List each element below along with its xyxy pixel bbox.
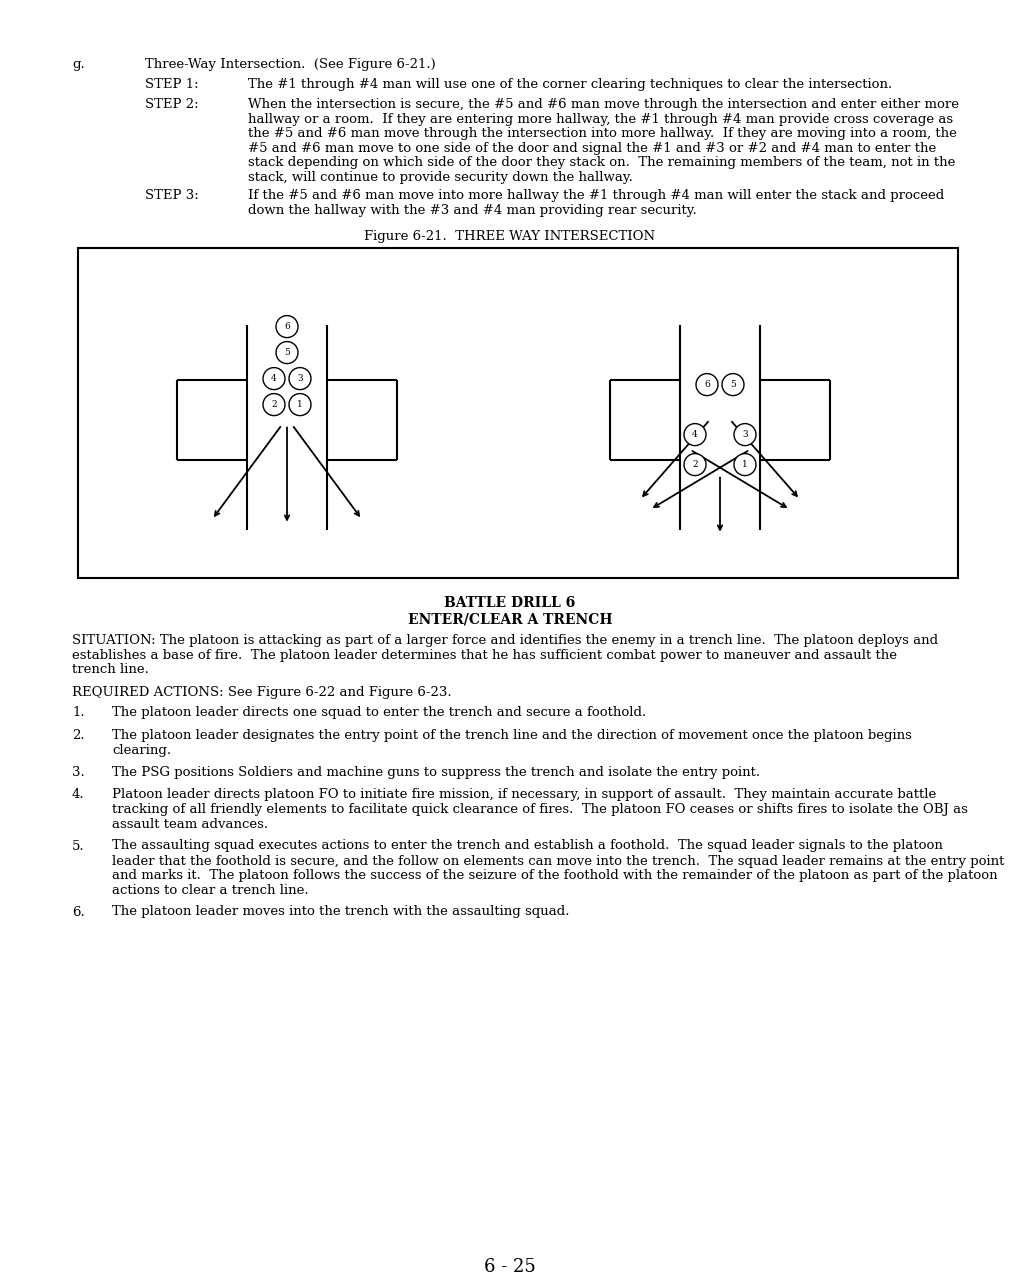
- Text: 2.: 2.: [72, 729, 85, 742]
- Text: 1: 1: [297, 401, 303, 410]
- Circle shape: [288, 367, 311, 389]
- Text: Three-Way Intersection.  (See Figure 6-21.): Three-Way Intersection. (See Figure 6-21…: [145, 58, 435, 71]
- Text: g.: g.: [72, 58, 85, 71]
- Circle shape: [276, 341, 298, 363]
- Text: Platoon leader directs platoon FO to initiate fire mission, if necessary, in sup: Platoon leader directs platoon FO to ini…: [112, 788, 967, 831]
- Text: 4.: 4.: [72, 788, 85, 801]
- Circle shape: [263, 367, 284, 389]
- Text: the #5 and #6 man move through the intersection into more hallway.  If they are : the #5 and #6 man move through the inter…: [248, 128, 956, 140]
- Text: BATTLE DRILL 6: BATTLE DRILL 6: [444, 596, 575, 611]
- Circle shape: [263, 394, 284, 416]
- Circle shape: [734, 424, 755, 446]
- Text: When the intersection is secure, the #5 and #6 man move through the intersection: When the intersection is secure, the #5 …: [248, 98, 958, 111]
- Text: Figure 6-21.  THREE WAY INTERSECTION: Figure 6-21. THREE WAY INTERSECTION: [364, 231, 655, 243]
- Text: 2: 2: [271, 401, 276, 410]
- Text: establishes a base of fire.  The platoon leader determines that he has sufficien: establishes a base of fire. The platoon …: [72, 648, 896, 662]
- Circle shape: [721, 374, 743, 395]
- Text: 5: 5: [283, 348, 289, 357]
- Bar: [77, 249, 957, 578]
- Text: The platoon leader designates the entry point of the trench line and the directi: The platoon leader designates the entry …: [112, 729, 911, 756]
- Text: 6 - 25: 6 - 25: [484, 1258, 535, 1276]
- Text: 3.: 3.: [72, 765, 85, 778]
- Text: trench line.: trench line.: [72, 663, 149, 676]
- Circle shape: [684, 424, 705, 446]
- Text: REQUIRED ACTIONS: See Figure 6-22 and Figure 6-23.: REQUIRED ACTIONS: See Figure 6-22 and Fi…: [72, 685, 451, 698]
- Text: down the hallway with the #3 and #4 man providing rear security.: down the hallway with the #3 and #4 man …: [248, 204, 696, 216]
- Text: #5 and #6 man move to one side of the door and signal the #1 and #3 or #2 and #4: #5 and #6 man move to one side of the do…: [248, 142, 935, 155]
- Text: The platoon leader directs one squad to enter the trench and secure a foothold.: The platoon leader directs one squad to …: [112, 706, 646, 719]
- Text: 2: 2: [692, 460, 697, 469]
- Circle shape: [734, 453, 755, 475]
- Text: 4: 4: [692, 430, 697, 439]
- Circle shape: [684, 453, 705, 475]
- Text: 6.: 6.: [72, 905, 85, 918]
- Text: 1.: 1.: [72, 706, 85, 719]
- Text: STEP 3:: STEP 3:: [145, 189, 199, 202]
- Text: ENTER/CLEAR A TRENCH: ENTER/CLEAR A TRENCH: [408, 612, 611, 626]
- Text: 6: 6: [284, 322, 289, 331]
- Text: stack depending on which side of the door they stack on.  The remaining members : stack depending on which side of the doo…: [248, 156, 955, 169]
- Text: The assaulting squad executes actions to enter the trench and establish a footho: The assaulting squad executes actions to…: [112, 840, 1004, 898]
- Text: The #1 through #4 man will use one of the corner clearing techniques to clear th: The #1 through #4 man will use one of th…: [248, 79, 892, 91]
- Text: 4: 4: [271, 374, 276, 383]
- Text: 5: 5: [730, 380, 736, 389]
- Text: 6: 6: [703, 380, 709, 389]
- Circle shape: [276, 316, 298, 337]
- Text: SITUATION: The platoon is attacking as part of a larger force and identifies the: SITUATION: The platoon is attacking as p…: [72, 634, 937, 647]
- Text: 3: 3: [297, 374, 303, 383]
- Text: 5.: 5.: [72, 840, 85, 853]
- Text: hallway or a room.  If they are entering more hallway, the #1 through #4 man pro: hallway or a room. If they are entering …: [248, 112, 952, 125]
- Text: The PSG positions Soldiers and machine guns to suppress the trench and isolate t: The PSG positions Soldiers and machine g…: [112, 765, 759, 778]
- Text: STEP 2:: STEP 2:: [145, 98, 199, 111]
- Text: If the #5 and #6 man move into more hallway the #1 through #4 man will enter the: If the #5 and #6 man move into more hall…: [248, 189, 944, 202]
- Circle shape: [288, 394, 311, 416]
- Text: The platoon leader moves into the trench with the assaulting squad.: The platoon leader moves into the trench…: [112, 905, 569, 918]
- Text: 1: 1: [742, 460, 747, 469]
- Circle shape: [695, 374, 717, 395]
- Text: STEP 1:: STEP 1:: [145, 79, 199, 91]
- Text: stack, will continue to provide security down the hallway.: stack, will continue to provide security…: [248, 170, 632, 183]
- Text: 3: 3: [742, 430, 747, 439]
